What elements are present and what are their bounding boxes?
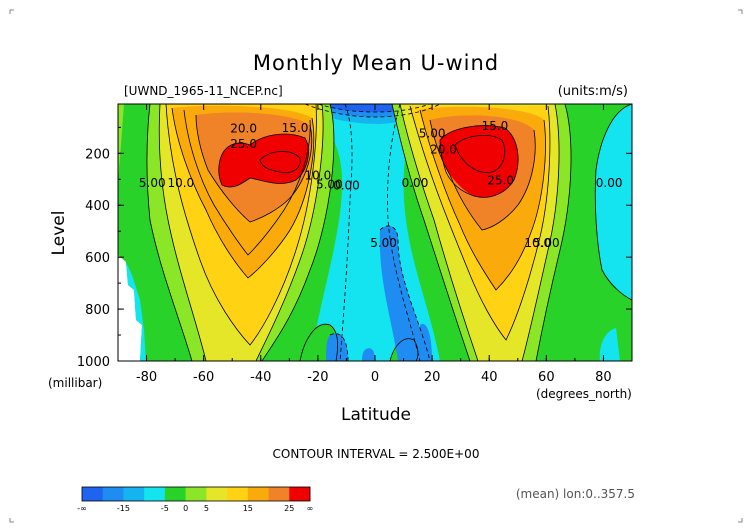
- y-tick-label: 800: [85, 303, 110, 318]
- colorbar-swatch: [123, 487, 145, 501]
- contour-label: 15.0: [482, 119, 509, 133]
- y-tick-label: 1000: [77, 355, 110, 370]
- averaging-note: (mean) lon:0..357.5: [516, 487, 635, 501]
- dashed-contours: [304, 104, 441, 361]
- colorbar-swatch: [227, 487, 249, 501]
- colorbar-level-label: ∞: [307, 504, 314, 513]
- colorbar-swatch: [206, 487, 228, 501]
- y-units-label: (millibar): [48, 376, 102, 390]
- contour-label: 10.0: [524, 236, 551, 250]
- field-north-polar: [595, 104, 632, 300]
- x-tick-label: -40: [250, 370, 271, 385]
- colorbar-level-label: 0: [183, 504, 188, 513]
- colorbar-swatch: [144, 487, 166, 501]
- contour-label: 20.0: [430, 142, 457, 156]
- y-tick-label: 200: [85, 147, 110, 162]
- field-blue-tongue: [379, 225, 430, 361]
- corner-marks: [9, 9, 743, 523]
- colorbar-swatch: [102, 487, 124, 501]
- x-tick-label: -20: [307, 370, 328, 385]
- x-units-label: (degrees_north): [536, 387, 632, 401]
- contour-label: 5.00: [316, 177, 343, 191]
- y-tick-label: 600: [85, 251, 110, 266]
- contour-label: 10.0: [167, 176, 194, 190]
- x-tick-label: 20: [424, 370, 441, 385]
- x-tick-label: -60: [193, 370, 214, 385]
- colorbar-frame: [81, 486, 311, 502]
- colorbar-level-label: -∞: [77, 504, 87, 513]
- contour-label: 20.0: [230, 122, 257, 136]
- field-southern-jet: [147, 104, 334, 361]
- colorbar-swatch: [247, 487, 269, 501]
- x-axis-title: Latitude: [341, 405, 411, 425]
- y-tick-label: 400: [85, 199, 110, 214]
- colorbar-level-label: 15: [243, 504, 253, 513]
- file-label: [UWND_1965-11_NCEP.nc]: [124, 84, 283, 98]
- x-tick-label: 60: [538, 370, 555, 385]
- contour-labels: 20.0 15.025.010.05.0010.05.000.005.000.00…: [139, 119, 623, 250]
- contour-label: 5.00: [419, 127, 446, 141]
- x-tick-label: 40: [481, 370, 498, 385]
- contour-label: 25.0: [230, 137, 257, 151]
- contour-label: 5.00: [533, 236, 560, 250]
- contour-lines: [146, 104, 632, 361]
- colorbar: -∞ -15 -5 0 5 15 25 ∞: [77, 486, 314, 513]
- contour-field: 20.0 15.025.010.05.0010.05.000.005.000.00…: [118, 104, 632, 361]
- contour-label: 25.0: [487, 173, 514, 187]
- units-label: (units:m/s): [558, 84, 628, 99]
- colorbar-swatch: [164, 487, 186, 501]
- contour-label: 0.00: [402, 176, 429, 190]
- contour-label: 5.00: [370, 236, 397, 250]
- colorbar-swatch: [268, 487, 290, 501]
- contour-interval-text: CONTOUR INTERVAL = 2.500E+00: [273, 447, 480, 461]
- contour-label: 0.00: [596, 176, 623, 190]
- colorbar-level-label: -15: [117, 504, 130, 513]
- field-northern-jet: [392, 104, 572, 361]
- x-tick-label: 80: [595, 370, 612, 385]
- field-left-edge: [118, 255, 142, 361]
- x-tick-label: -80: [136, 370, 157, 385]
- contour-label: 10.0: [305, 168, 332, 182]
- colorbar-level-label: -5: [161, 504, 169, 513]
- colorbar-swatch: [185, 487, 207, 501]
- colorbar-swatch: [82, 487, 104, 501]
- x-tick-label: 0: [371, 370, 379, 385]
- contour-label: 5.00: [139, 176, 166, 190]
- colorbar-level-label: 5: [204, 504, 209, 513]
- chart-title: Monthly Mean U-wind: [253, 51, 499, 75]
- y-axis-title: Level: [49, 211, 69, 256]
- contour-label: 0.00: [333, 179, 360, 193]
- colorbar-level-label: 25: [284, 504, 294, 513]
- y-axis: 200 400 600 800 1000: [77, 126, 632, 370]
- contour-label: 15.0: [282, 121, 309, 135]
- colorbar-swatch: [289, 487, 311, 501]
